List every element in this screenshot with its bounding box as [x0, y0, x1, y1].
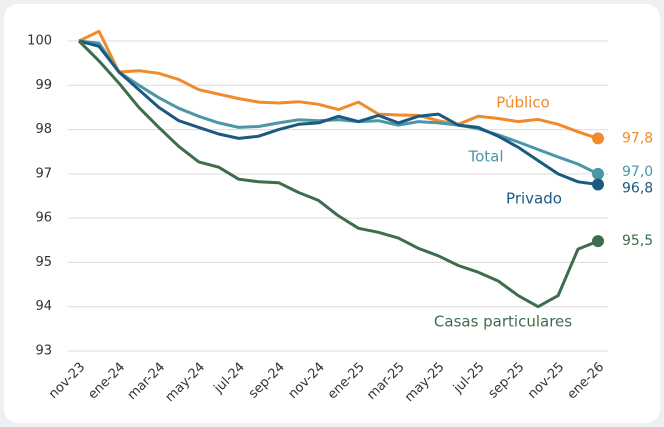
end-point: [592, 167, 604, 180]
card: [4, 4, 660, 423]
series-line: [78, 39, 599, 176]
y-tick-label: 97: [35, 166, 52, 181]
series-name: Público: [496, 94, 550, 112]
y-tick-label: 94: [35, 299, 52, 314]
y-tick-label: 100: [27, 34, 52, 49]
series-line: [77, 39, 599, 309]
end-label: 95,5: [622, 233, 653, 249]
end-point: [592, 132, 604, 145]
y-tick-label: 96: [35, 211, 52, 226]
end-point: [592, 235, 604, 248]
series-name: Total: [467, 148, 503, 166]
end-label: 96,8: [622, 180, 653, 196]
end-label: 97,0: [622, 164, 653, 180]
series-line: [78, 39, 599, 186]
end-point: [592, 178, 604, 191]
y-tick-label: 95: [35, 255, 52, 270]
series-name: Privado: [506, 190, 562, 208]
y-tick-label: 99: [35, 78, 52, 93]
series-line: [78, 29, 599, 140]
y-tick-label: 93: [35, 344, 52, 359]
series-name: Casas particulares: [434, 313, 572, 331]
end-label: 97,8: [622, 130, 653, 146]
y-tick-label: 98: [35, 122, 52, 137]
